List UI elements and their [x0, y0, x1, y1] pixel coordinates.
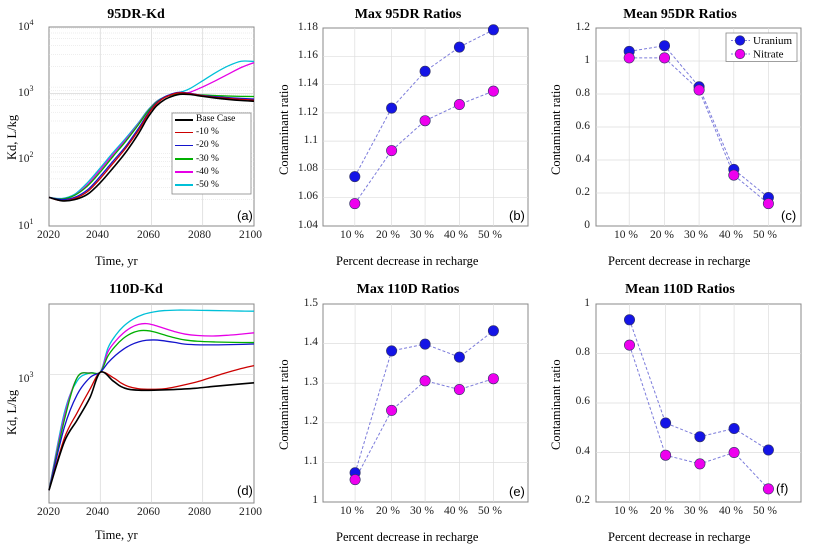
- svg-text:Uranium: Uranium: [753, 35, 793, 47]
- svg-text:(e): (e): [509, 484, 525, 499]
- svg-text:(d): (d): [237, 483, 253, 498]
- svg-text:Nitrate: Nitrate: [753, 49, 784, 61]
- svg-text:(b): (b): [509, 208, 525, 223]
- svg-text:(f): (f): [776, 481, 788, 496]
- svg-text:(c): (c): [781, 208, 796, 223]
- svg-text:(a): (a): [237, 208, 253, 223]
